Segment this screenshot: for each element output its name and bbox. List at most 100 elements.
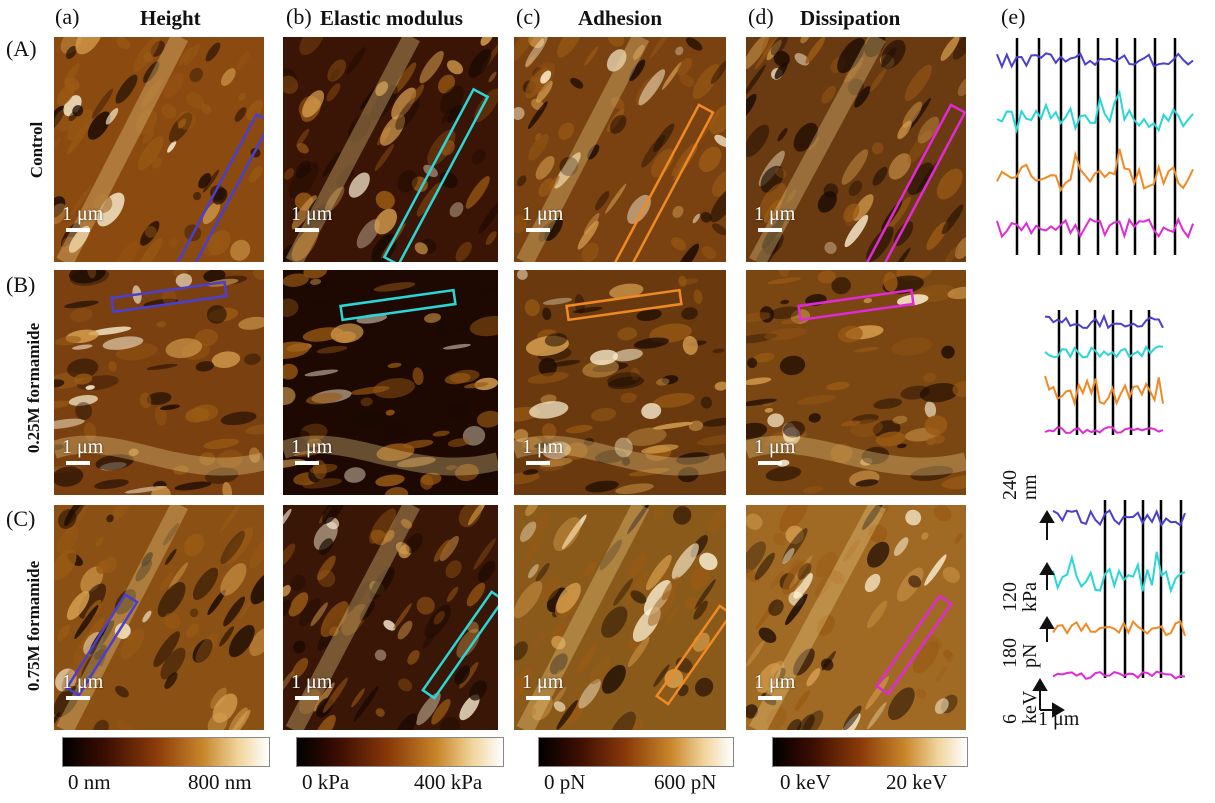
afm-texture-blob [220, 411, 257, 426]
afm-ridge [749, 505, 886, 730]
afm-texture-blob [106, 514, 114, 523]
afm-texture-blob [653, 664, 670, 688]
afm-texture-blob [897, 120, 912, 140]
afm-texture-blob [238, 316, 264, 330]
afm-texture-blob [942, 566, 960, 583]
afm-texture-blob [420, 472, 442, 486]
afm-texture-blob [779, 505, 809, 533]
afm-texture-blob [353, 685, 379, 722]
afm-texture-blob [374, 649, 387, 661]
afm-texture-blob [671, 237, 687, 251]
afm-texture-blob [746, 64, 766, 97]
afm-texture-blob [525, 55, 535, 68]
afm-texture-blob [159, 571, 174, 591]
afm-texture-blob [373, 378, 415, 399]
scale-bar-line [758, 228, 782, 232]
afm-texture-blob [162, 288, 177, 306]
colorbar-dissipation [772, 737, 968, 767]
afm-texture-blob [947, 286, 966, 300]
afm-ridge [516, 37, 650, 262]
afm-texture-blob [650, 148, 675, 178]
afm-texture-blob [142, 128, 155, 144]
afm-texture-blob [55, 668, 77, 692]
afm-texture-blob [245, 423, 264, 435]
afm-texture-blob [601, 664, 626, 694]
afm-texture-blob [433, 610, 445, 625]
afm-texture-blob [351, 444, 388, 452]
afm-texture-blob [589, 349, 619, 366]
afm-texture-blob [167, 140, 177, 153]
afm-texture-blob [649, 37, 674, 59]
afm-texture-blob [439, 171, 458, 189]
scale-bar-line [66, 696, 90, 700]
afm-texture-blob [699, 146, 722, 172]
colorbar-modulus [296, 737, 504, 767]
profile-axis-arrows [1032, 510, 1065, 718]
afm-texture-blob [559, 156, 579, 177]
afm-texture-blob [93, 194, 113, 213]
afm-texture-blob [880, 505, 889, 515]
profile-label-kpa: 120 kPa [999, 582, 1041, 612]
afm-texture-blob [924, 401, 937, 418]
afm-texture-blob [375, 708, 385, 717]
afm-texture-blob [848, 180, 863, 197]
afm-texture-blob [458, 505, 482, 528]
row-label-control: Control [27, 121, 46, 179]
afm-texture-blob [808, 136, 820, 151]
afm-texture-blob [393, 62, 417, 95]
afm-texture-blob [217, 449, 243, 469]
afm-texture-blob [712, 223, 726, 236]
afm-texture-blob [302, 478, 342, 489]
afm-texture-blob [228, 707, 248, 730]
profile-selection-box [855, 103, 966, 262]
afm-texture-blob [393, 603, 412, 630]
afm-texture-blob [556, 700, 578, 730]
colorbar-height [62, 737, 270, 767]
afm-texture-blob [652, 421, 694, 430]
profile-curve [996, 52, 1194, 70]
afm-texture-blob [514, 107, 525, 120]
axis-arrowhead-nm [1039, 510, 1055, 523]
afm-texture-blob [348, 113, 372, 142]
afm-texture-blob [296, 143, 309, 154]
afm-texture-blob [788, 555, 813, 589]
afm-texture-blob [538, 178, 555, 197]
afm-texture-blob [906, 97, 932, 132]
afm-texture-blob [765, 466, 802, 482]
afm-texture-blob [56, 83, 75, 106]
afm-texture-blob [861, 446, 890, 465]
afm-texture-blob [477, 464, 496, 482]
afm-texture-blob [94, 644, 107, 660]
afm-texture-blob [796, 714, 815, 730]
afm-texture-blob [709, 104, 726, 135]
afm-texture-blob [627, 505, 650, 535]
afm-texture-blob [202, 169, 220, 193]
scale-bar-line [526, 461, 550, 465]
afm-texture-blob [544, 333, 568, 347]
profile-group-025m [1044, 310, 1164, 435]
afm-texture-blob [370, 84, 398, 121]
afm-texture-blob [817, 270, 837, 284]
afm-texture-blob [424, 604, 451, 639]
afm-texture-blob [283, 298, 299, 317]
afm-texture-blob [207, 589, 226, 616]
afm-texture-blob [283, 459, 306, 469]
afm-texture-blob [153, 631, 180, 668]
afm-image-025m-dissipation: 1 μm [746, 270, 966, 495]
afm-texture-blob [369, 567, 395, 600]
afm-texture-blob [351, 688, 365, 708]
afm-texture-blob [350, 386, 390, 395]
afm-texture-blob [370, 529, 388, 546]
afm-texture-blob [786, 719, 802, 730]
afm-texture-blob [617, 327, 638, 341]
afm-texture-blob [283, 599, 292, 618]
afm-ridge [514, 435, 726, 476]
afm-texture-blob [661, 62, 682, 90]
afm-texture-blob [661, 576, 680, 601]
afm-texture-blob [115, 74, 138, 104]
afm-texture-blob [908, 575, 922, 588]
afm-texture-blob [941, 345, 955, 359]
afm-texture-blob [54, 400, 71, 410]
afm-texture-blob [205, 467, 239, 484]
afm-texture-blob [747, 357, 758, 369]
